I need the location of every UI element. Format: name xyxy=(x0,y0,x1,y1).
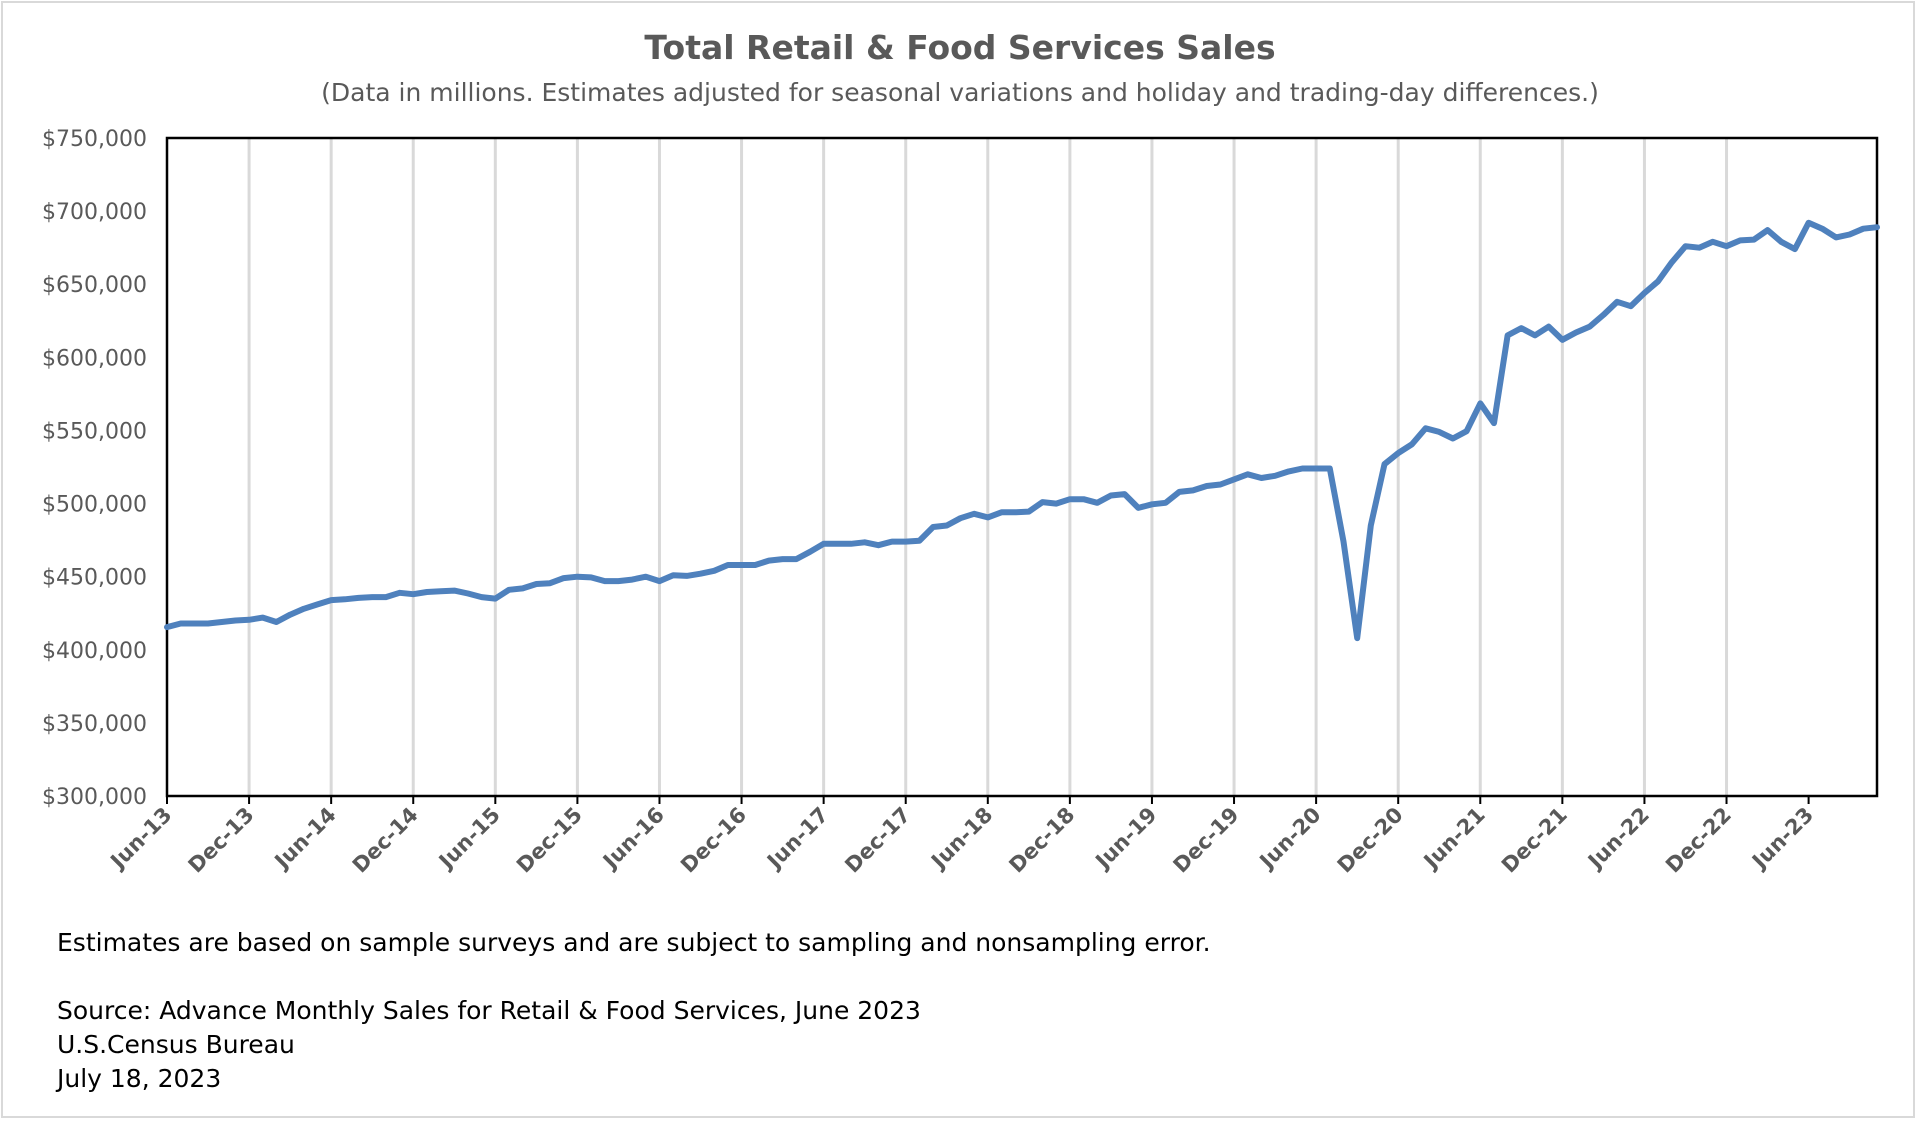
x-tick-label: Jun-17 xyxy=(761,803,833,875)
y-tick-label: $600,000 xyxy=(42,346,147,371)
x-tick-label: Jun-16 xyxy=(597,803,669,875)
release-date-text: July 18, 2023 xyxy=(57,1064,222,1093)
x-tick-label: Dec-14 xyxy=(348,803,423,878)
line-chart: $300,000 $350,000 $400,000 $450,000 $500,000… xyxy=(42,127,1880,878)
chart-notes: Estimates are based on sample surveys an… xyxy=(57,926,1211,1096)
x-tick-label: Dec-18 xyxy=(1004,803,1079,878)
x-tick-label: Dec-22 xyxy=(1661,803,1736,878)
x-tick-label: Jun-19 xyxy=(1090,803,1162,875)
x-tick-label: Dec-13 xyxy=(184,803,259,878)
x-tick-label: Dec-21 xyxy=(1497,803,1572,878)
x-tick-label: Dec-15 xyxy=(512,803,587,878)
source-text: Source: Advance Monthly Sales for Retail… xyxy=(57,996,921,1025)
x-tick-label: Jun-21 xyxy=(1418,803,1490,875)
x-tick-label: Dec-20 xyxy=(1333,803,1408,878)
x-tick-label: Jun-13 xyxy=(105,803,177,875)
y-tick-label: $500,000 xyxy=(42,493,147,518)
agency-text: U.S.Census Bureau xyxy=(57,1030,295,1059)
x-tick-label: Jun-22 xyxy=(1582,803,1654,875)
x-tick-label: Jun-23 xyxy=(1746,803,1818,875)
y-tick-label: $700,000 xyxy=(42,200,147,225)
disclaimer-text: Estimates are based on sample surveys an… xyxy=(57,928,1211,957)
y-tick-label: $450,000 xyxy=(42,566,147,591)
x-tick-label: Dec-16 xyxy=(676,803,751,878)
x-tick-label: Jun-18 xyxy=(925,803,997,875)
y-tick-label: $300,000 xyxy=(42,785,147,810)
chart-subtitle: (Data in millions. Estimates adjusted fo… xyxy=(321,78,1599,107)
chart-title: Total Retail & Food Services Sales xyxy=(644,28,1276,67)
x-tick-label: Jun-14 xyxy=(269,803,341,875)
y-tick-label: $550,000 xyxy=(42,419,147,444)
y-tick-label: $750,000 xyxy=(42,127,147,152)
x-tick-label: Dec-17 xyxy=(840,803,915,878)
y-tick-label: $650,000 xyxy=(42,273,147,298)
x-tick-label: Dec-19 xyxy=(1169,803,1244,878)
y-tick-label: $350,000 xyxy=(42,712,147,737)
y-tick-label: $400,000 xyxy=(42,639,147,664)
x-tick-label: Jun-20 xyxy=(1254,803,1326,875)
plot-area-border xyxy=(165,136,1879,798)
series-line xyxy=(164,219,1880,642)
x-tick-label: Jun-15 xyxy=(433,803,505,875)
